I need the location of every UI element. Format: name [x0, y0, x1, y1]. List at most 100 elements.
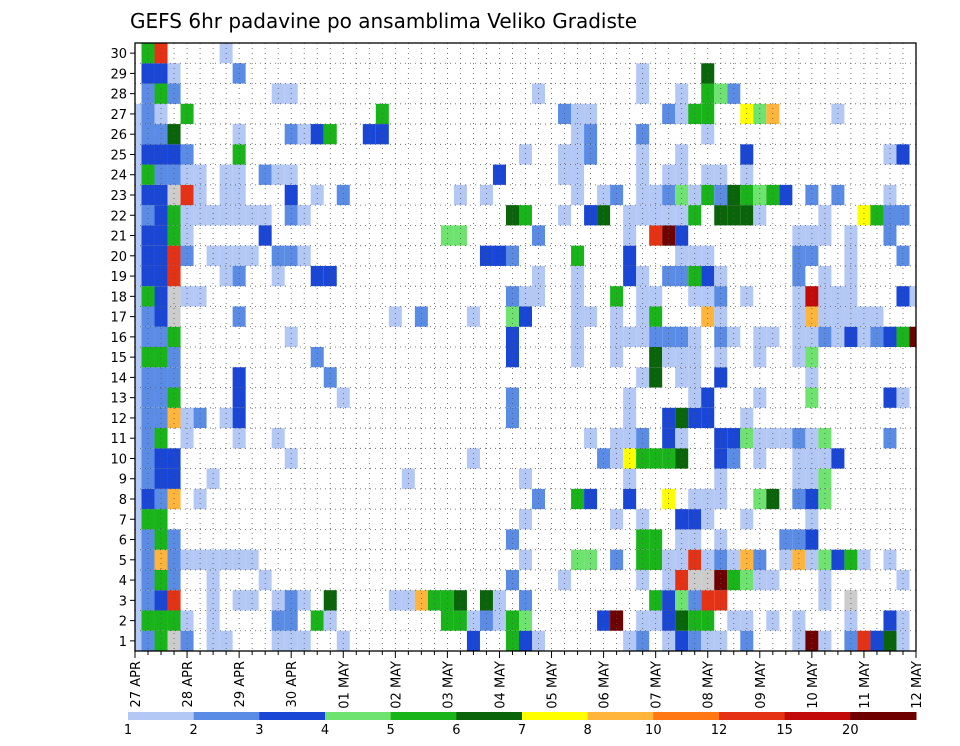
heatmap-cell — [167, 529, 181, 550]
heatmap-cell — [727, 184, 741, 206]
heatmap-cell — [284, 326, 298, 347]
y-tick-label: 9 — [119, 473, 127, 488]
heatmap-cell — [610, 549, 624, 570]
heatmap-cell — [141, 610, 155, 631]
heatmap-cell — [135, 630, 142, 651]
y-tick-label: 1 — [119, 635, 127, 650]
heatmap-cell — [135, 549, 142, 570]
heatmap-cell — [466, 630, 480, 651]
heatmap-cell — [714, 347, 728, 368]
heatmap-cell — [623, 407, 637, 429]
heatmap-cell — [753, 569, 767, 591]
heatmap-cell — [857, 326, 871, 347]
heatmap-cell — [805, 549, 819, 570]
heatmap-cell — [154, 265, 168, 287]
heatmap-cell — [636, 529, 650, 550]
heatmap-cell — [135, 448, 142, 469]
heatmap-cell — [505, 205, 519, 226]
heatmap-cell — [180, 286, 194, 307]
heatmap-cell — [675, 347, 689, 368]
legend-label: 5 — [387, 723, 395, 738]
chart-title: GEFS 6hr padavine po ansamblima Veliko G… — [130, 9, 637, 33]
heatmap-cell — [154, 610, 168, 631]
heatmap-cell — [896, 286, 910, 307]
heatmap-cell — [154, 306, 168, 327]
legend-swatch — [325, 712, 392, 720]
heatmap-cell — [792, 630, 806, 651]
y-tick-label: 23 — [110, 189, 127, 204]
heatmap-cell — [388, 590, 402, 611]
heatmap-cell — [135, 103, 142, 125]
legend-swatch — [522, 712, 589, 720]
heatmap-cell — [792, 245, 806, 266]
heatmap-cell — [232, 265, 246, 287]
legend-label: 3 — [255, 723, 263, 738]
heatmap-cell — [844, 610, 858, 631]
heatmap-cell — [206, 630, 220, 651]
heatmap-cell — [141, 245, 155, 266]
heatmap-cell — [141, 225, 155, 246]
heatmap-cell — [518, 590, 533, 611]
y-tick-label: 15 — [110, 351, 127, 366]
y-tick-label: 21 — [110, 230, 127, 245]
heatmap-cell — [675, 569, 689, 591]
heatmap-cell — [167, 164, 181, 185]
heatmap-cell — [649, 549, 663, 570]
heatmap-cell — [135, 245, 142, 266]
heatmap-cell — [571, 347, 585, 368]
heatmap-cell — [571, 144, 585, 165]
heatmap-cell — [310, 184, 324, 206]
heatmap-cell — [571, 124, 585, 145]
heatmap-cell — [649, 326, 663, 347]
heatmap-cell — [375, 124, 389, 145]
y-tick-label: 14 — [110, 371, 127, 386]
heatmap-cell — [870, 326, 884, 347]
y-axis: 1234567891011121314151617181920212223242… — [110, 47, 135, 650]
heatmap-cell — [479, 184, 493, 206]
y-tick-label: 19 — [110, 270, 127, 285]
heatmap-cell — [584, 144, 598, 165]
heatmap-cell — [701, 407, 715, 429]
heatmap-cell — [427, 590, 441, 611]
y-tick-label: 6 — [119, 534, 127, 549]
heatmap-cell — [135, 367, 142, 388]
y-tick-label: 22 — [110, 209, 127, 224]
heatmap-cell — [323, 367, 337, 388]
heatmap-cell — [688, 387, 702, 408]
heatmap-cell — [154, 144, 168, 165]
heatmap-cell — [701, 509, 715, 530]
heatmap-cell — [584, 205, 598, 226]
heatmap-cell — [141, 326, 155, 347]
heatmap-cell — [180, 164, 194, 185]
heatmap-cell — [135, 205, 142, 226]
heatmap-cell — [636, 509, 650, 530]
heatmap-cell — [896, 569, 910, 591]
heatmap-cell — [232, 184, 246, 206]
x-tick-label: 09 MAY — [754, 661, 769, 709]
heatmap-cell — [323, 590, 337, 611]
heatmap-cell — [727, 205, 741, 226]
heatmap-cell — [753, 347, 767, 368]
heatmap-cell — [818, 326, 832, 347]
heatmap-cell — [135, 265, 142, 287]
heatmap-cell — [206, 610, 220, 631]
heatmap-cell — [779, 184, 793, 206]
heatmap-cell — [740, 630, 754, 651]
heatmap-cell — [883, 549, 897, 570]
heatmap-cell — [623, 205, 637, 226]
heatmap-cell — [675, 509, 689, 530]
legend-swatch — [456, 712, 523, 720]
heatmap-cell — [167, 488, 181, 510]
legend-swatch — [390, 712, 457, 720]
heatmap-cell — [518, 630, 533, 651]
heatmap-cell — [310, 347, 324, 368]
heatmap-cell — [623, 488, 637, 510]
heatmap-cell — [167, 245, 181, 266]
heatmap-cell — [135, 529, 142, 550]
heatmap-cell — [167, 347, 181, 368]
heatmap-cell — [336, 630, 350, 651]
heatmap-cell — [571, 286, 585, 307]
heatmap-cell — [167, 205, 181, 226]
heatmap-cell — [597, 205, 611, 226]
heatmap-cell — [532, 630, 546, 651]
